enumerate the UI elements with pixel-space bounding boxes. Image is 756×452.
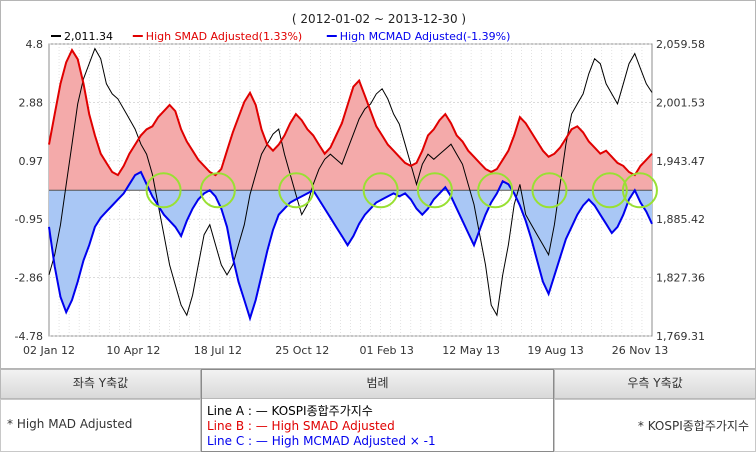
axis-legend-table: 좌측 Y축값 우측 Y축값 범례 Line A : — KOSPI종합주가지수 … [0, 369, 756, 452]
chart: 2,011.34 High SMAD Adjusted(1.33%) High MC… [15, 12, 705, 357]
left-axis-header: 좌측 Y축값 [0, 369, 201, 399]
left-tick-label: -0.95 [15, 213, 43, 226]
legend-panel: 범례 Line A : — KOSPI종합주가지수 Line B : — Hig… [201, 369, 554, 452]
x-tick-label: 25 Oct 12 [275, 344, 329, 357]
right-axis-value: * KOSPI종합주가지수 [554, 399, 756, 452]
highlight-circle [591, 172, 628, 209]
legend-entry: 2,011.34 [51, 30, 113, 43]
mcmad-line [48, 170, 653, 322]
x-tick-label: 18 Jul 12 [194, 344, 242, 357]
legend-header: 범례 [202, 370, 553, 399]
highlight-circle [145, 172, 182, 209]
legend-line-c: Line C : — High MCMAD Adjusted × -1 [207, 434, 436, 448]
legend-line-b: Line B : — High SMAD Adjusted [207, 419, 395, 433]
highlight-circle [531, 172, 568, 209]
legend-line-a: Line A : — KOSPI종합주가지수 [207, 404, 373, 418]
smad-area [49, 50, 652, 191]
x-tick-label: 02 Jan 12 [23, 344, 75, 357]
right-tick-label: 1,827.36 [656, 272, 705, 285]
x-tick-label: 26 Nov 13 [612, 344, 668, 357]
highlight-circle [362, 172, 399, 209]
legend: 2,011.34 High SMAD Adjusted(1.33%) High MC… [51, 30, 510, 43]
x-tick-label: 19 Aug 13 [527, 344, 583, 357]
left-tick-label: -4.78 [15, 330, 43, 343]
right-tick-label: 1,943.47 [656, 155, 705, 168]
legend-label: 2,011.34 [64, 30, 113, 43]
right-tick-label: 2,001.53 [656, 96, 705, 109]
plot-area: 4.8 2.88 0.97 -0.95 -2.86 -4.78 2,059.58 2,001.… [15, 38, 705, 357]
legend-label: High SMAD Adjusted(1.33%) [146, 30, 302, 43]
left-tick-label: 0.97 [19, 155, 44, 168]
left-tick-label: -2.86 [15, 272, 43, 285]
right-tick-label: 1,885.42 [656, 213, 705, 226]
legend-label: High MCMAD Adjusted(-1.39%) [340, 30, 511, 43]
right-tick-label: 2,059.58 [656, 38, 705, 51]
x-tick-label: 12 May 13 [442, 344, 500, 357]
highlight-circle [278, 172, 315, 209]
smad-line [48, 48, 653, 177]
legend-entry: High MCMAD Adjusted(-1.39%) [326, 30, 511, 43]
legend-entry: High SMAD Adjusted(1.33%) [132, 30, 302, 43]
highlight-circle [477, 172, 514, 209]
x-tick-label: 10 Apr 12 [106, 344, 160, 357]
mcmad-area [49, 172, 652, 319]
highlight-circle [199, 172, 236, 209]
highlight-circle [621, 172, 658, 209]
kospi-line [48, 47, 653, 317]
chart-frame: 2,011.34 High SMAD Adjusted(1.33%) High MC… [0, 0, 756, 369]
left-axis-value: * High MAD Adjusted [0, 399, 201, 452]
right-tick-label: 1,769.31 [656, 330, 705, 343]
chart-title: ( 2012-01-02 ~ 2013-12-30 ) [292, 12, 466, 26]
right-axis-header: 우측 Y축값 [554, 369, 756, 399]
left-tick-label: 2.88 [19, 96, 44, 109]
highlight-circle [416, 172, 453, 209]
left-tick-label: 4.8 [26, 38, 44, 51]
x-tick-label: 01 Feb 13 [359, 344, 413, 357]
